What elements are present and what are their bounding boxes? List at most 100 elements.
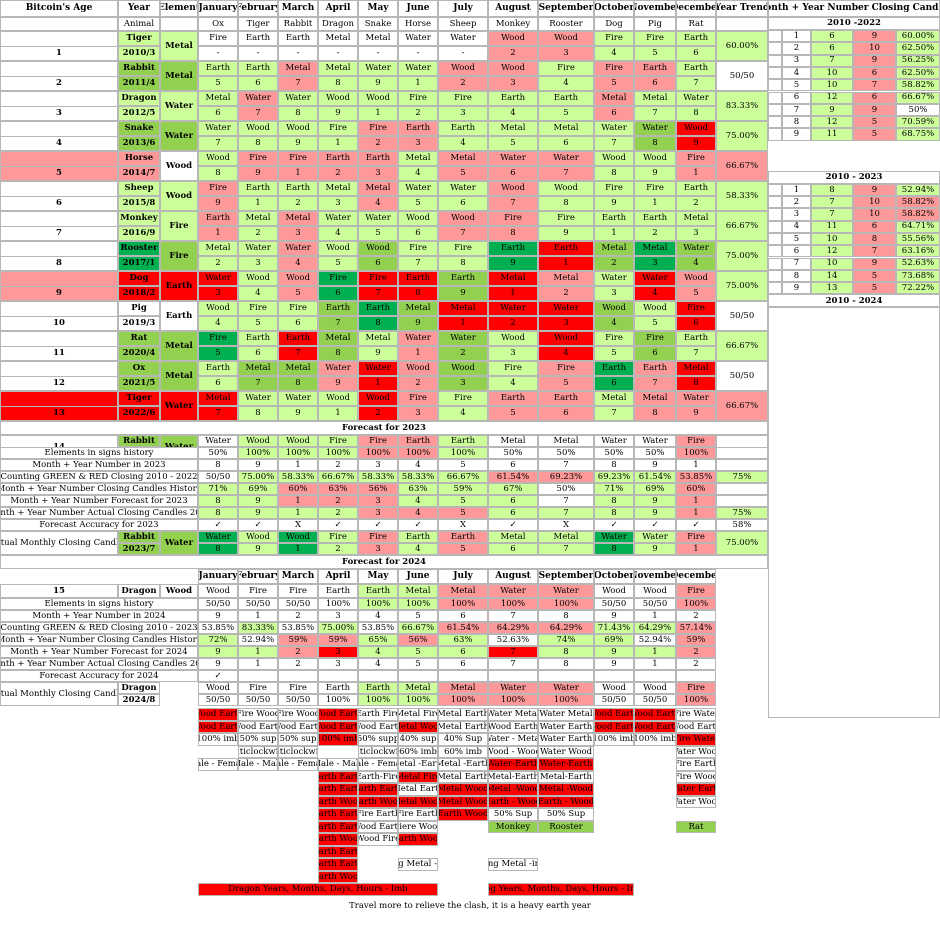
note-cell: Rooster — [538, 820, 594, 833]
f23-row-value: 6 — [488, 507, 538, 519]
note-cell: Earth Earth — [318, 770, 358, 783]
month-element: Metal — [488, 271, 538, 286]
note-cell: Earth Earth — [318, 858, 358, 871]
f23-actual-number: 8 — [594, 543, 634, 555]
f24-row-value: 53.85% — [198, 622, 238, 634]
month-element: Earth — [594, 211, 634, 226]
month-number: 2 — [398, 106, 438, 121]
month-element: Water — [438, 331, 488, 346]
month-element: Wood — [198, 301, 238, 316]
f24-row-value: 57.14% — [676, 622, 716, 634]
f23-row-value: 50% — [594, 447, 634, 459]
f23-row-value: 61.54% — [488, 471, 538, 483]
month-number: 8 — [634, 136, 676, 151]
f23-row-value: 50% — [634, 447, 676, 459]
month-number: 4 — [594, 316, 634, 331]
month-element: Wood — [318, 91, 358, 106]
f23-row-value: 69.23% — [594, 471, 634, 483]
month-number: 4 — [318, 226, 358, 241]
note-cell: Metal Earth — [438, 720, 488, 733]
f23-row-value: 4 — [398, 459, 438, 471]
f23-actual-element-m: Water — [198, 531, 238, 543]
note-cell: 100% imb — [318, 733, 358, 746]
f23-row-value: ✓ — [488, 519, 538, 531]
month-element: Metal — [278, 61, 318, 76]
month-number: 1 — [238, 196, 278, 211]
right-row-percent: 62.50% — [896, 66, 940, 80]
f24-row-value: 1 — [634, 610, 676, 622]
header-2: Element — [160, 0, 198, 17]
f24-row-value: 59% — [278, 634, 318, 646]
month-element: Metal — [634, 391, 676, 406]
header-8: June — [398, 0, 438, 17]
right-section-title: 2010 - 2023 — [768, 170, 940, 184]
f23-row-value: 100% — [238, 447, 278, 459]
note-cell: Wood Earth — [278, 720, 318, 733]
f24-row-value — [634, 670, 676, 682]
month-number: - — [438, 46, 488, 61]
month-number: 1 — [398, 76, 438, 91]
right-row-number: 2 — [782, 42, 811, 55]
right-row-percent: 68.75% — [896, 128, 940, 141]
month-number: 6 — [398, 226, 438, 241]
month-number: 1 — [488, 286, 538, 301]
month-element: Metal — [198, 391, 238, 406]
month-element: Wood — [676, 121, 716, 136]
f24-row-value: 53.85% — [358, 622, 398, 634]
month-element: Wood — [358, 91, 398, 106]
month-element: Earth — [538, 91, 594, 106]
month-element: Earth — [594, 361, 634, 376]
note-cell: Metal Earth — [398, 783, 438, 796]
month-number: 3 — [676, 226, 716, 241]
right-row-number: 3 — [782, 54, 811, 67]
age-label: 6 — [0, 196, 118, 211]
month-number: 6 — [594, 106, 634, 121]
subheader-5: Rabbit — [278, 17, 318, 31]
month-number: 5 — [278, 286, 318, 301]
year-number: 2015/8 — [118, 196, 160, 211]
f23-row-value: 2 — [318, 507, 358, 519]
f23-row-value: 8 — [198, 495, 238, 507]
f24-actual-animal: Dragon — [118, 682, 160, 694]
month-number: 1 — [198, 226, 238, 241]
month-number: 4 — [358, 196, 398, 211]
right-row-number: 8 — [782, 116, 811, 129]
month-number: 6 — [488, 166, 538, 181]
f23-row-value: 9 — [634, 507, 676, 519]
note-cell: Anticlockwise — [278, 745, 318, 758]
f23-actual-number: 8 — [198, 543, 238, 555]
month-number: 4 — [278, 256, 318, 271]
month-element: Earth — [676, 331, 716, 346]
f24-row-value: 56% — [398, 634, 438, 646]
month-number: 8 — [676, 376, 716, 391]
f24-actual-element-m: Metal — [438, 682, 488, 694]
month-number: 2 — [594, 256, 634, 271]
note-cell: Water Earth — [676, 783, 716, 796]
f24-month-header: June — [398, 569, 438, 584]
month-number: 6 — [538, 406, 594, 421]
year-animal: Ox — [118, 361, 160, 376]
right-row-spacer — [768, 91, 782, 104]
month-number: 5 — [538, 106, 594, 121]
month-number: 6 — [634, 76, 676, 91]
f24-row-value: 83.33% — [238, 622, 278, 634]
month-number: 2 — [438, 346, 488, 361]
month-element: Metal — [318, 331, 358, 346]
right-row-green: 6 — [811, 30, 853, 43]
month-element: Wood — [538, 181, 594, 196]
month-element: Water — [238, 91, 278, 106]
f24-row-value: 9 — [198, 658, 238, 670]
right-title: Month + Year Number Closing Candles — [768, 0, 940, 17]
f23-row-value: 7 — [538, 507, 594, 519]
f24-actual-element-m: Earth — [358, 682, 398, 694]
f23-row-trend — [716, 495, 768, 507]
f23-row-trend — [716, 483, 768, 495]
f24-row-value: 3 — [318, 658, 358, 670]
month-number: 9 — [488, 256, 538, 271]
month-number: 9 — [594, 196, 634, 211]
month-element: Fire — [398, 241, 438, 256]
f24-row-value: 3 — [318, 610, 358, 622]
age-label: 11 — [0, 346, 118, 361]
year-number: 2016/9 — [118, 226, 160, 241]
right-row-percent: 56.25% — [896, 54, 940, 67]
